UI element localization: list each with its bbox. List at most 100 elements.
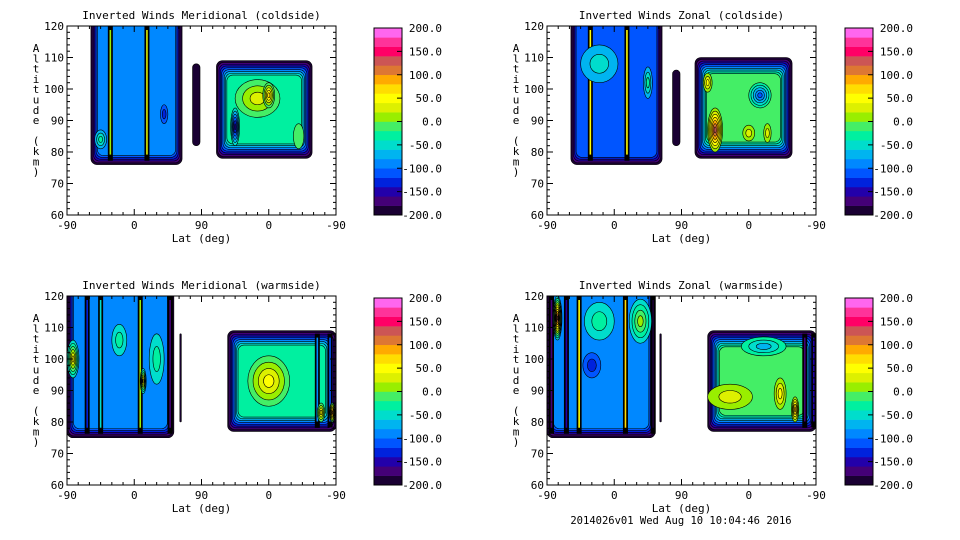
y-axis-label-char: ) (33, 436, 40, 449)
data-block (179, 333, 182, 423)
colorbar-swatch (845, 382, 873, 392)
y-tick-label: 100 (524, 83, 544, 96)
colorbar-swatch (845, 447, 873, 458)
y-tick-label: 120 (44, 290, 64, 303)
colorbar-swatch (845, 326, 873, 336)
colorbar-label: 150.0 (409, 315, 442, 328)
y-axis-label-char: k (33, 415, 40, 428)
y-axis-label-char: i (33, 73, 40, 86)
y-tick-label: 80 (531, 146, 544, 159)
x-tick-label: 0 (265, 219, 272, 232)
y-tick-label: 90 (51, 385, 64, 398)
stripe-core (803, 337, 806, 422)
x-tick-label: 0 (611, 219, 618, 232)
colorbar-swatch (845, 316, 873, 327)
colorbar-swatch (845, 391, 873, 402)
contour-blob (267, 92, 271, 99)
y-tick-label: 100 (44, 83, 64, 96)
contour-blob (319, 409, 323, 416)
colorbar-swatch (374, 56, 402, 66)
y-tick-label: 100 (44, 353, 64, 366)
contour-blob (115, 331, 124, 349)
contour-blob (589, 54, 609, 74)
colorbar-swatch (374, 382, 402, 392)
colorbar-label: 50.0 (416, 92, 443, 105)
colorbar-label: 200.0 (880, 22, 913, 35)
data-block (672, 69, 681, 146)
colorbar-swatch (374, 205, 402, 216)
colorbar-swatch (374, 28, 402, 38)
contour-blob (646, 77, 650, 89)
y-tick-label: 70 (531, 178, 544, 191)
contour-blob (755, 342, 772, 350)
colorbar-swatch (374, 186, 402, 197)
stripe-core (565, 300, 568, 428)
y-axis-label-char: t (513, 353, 520, 366)
colorbar-label: -150.0 (402, 186, 442, 199)
colorbar-swatch (374, 37, 402, 47)
panel-2: 60 70 80 90 100 110 120 -90 0 90 0 -90 Inverted Wind… (513, 9, 913, 245)
x-tick-label: -90 (57, 489, 77, 502)
y-axis-label-char: d (33, 374, 40, 387)
x-tick-label: 90 (195, 489, 208, 502)
stripe-core (329, 337, 331, 422)
x-tick-label: -90 (537, 219, 557, 232)
contour-blob (705, 79, 710, 87)
x-tick-label: 0 (745, 489, 752, 502)
colorbar-swatch (845, 372, 873, 383)
contour-blob (331, 410, 333, 415)
x-axis-label: Lat (deg) (652, 502, 712, 515)
data-block (547, 296, 656, 439)
y-tick-label: 60 (531, 209, 544, 222)
colorbar-swatch (845, 419, 873, 430)
colorbar-swatch (845, 46, 873, 57)
y-tick-label: 60 (51, 209, 64, 222)
colorbar-swatch (374, 354, 402, 364)
y-tick-label: 110 (524, 52, 544, 65)
x-tick-label: -90 (326, 489, 346, 502)
colorbar-label: 0.0 (893, 386, 913, 399)
colorbar-swatch (845, 28, 873, 38)
x-axis-label: Lat (deg) (172, 232, 232, 245)
colorbar-swatch (845, 475, 873, 486)
y-axis-label-char: ( (513, 135, 520, 148)
colorbar-swatch (845, 466, 873, 476)
plot-area (570, 26, 793, 165)
colorbar-swatch (845, 121, 873, 132)
y-axis-label-char: i (513, 73, 520, 86)
stripe-core (316, 337, 319, 422)
contour-band (179, 333, 182, 423)
contour-blob (745, 128, 753, 138)
stripe-core (146, 30, 148, 155)
colorbar-swatch (374, 46, 402, 57)
y-axis-label-char: k (513, 415, 520, 428)
colorbar-swatch (374, 410, 402, 420)
stripe-core (652, 300, 654, 428)
y-axis-label-char: m (33, 425, 40, 438)
data-block (707, 330, 816, 432)
y-tick-label: 80 (51, 146, 64, 159)
y-tick-label: 60 (531, 479, 544, 492)
colorbar-swatch (845, 102, 873, 113)
colorbar-swatch (374, 400, 402, 411)
x-tick-label: 0 (265, 489, 272, 502)
colorbar-swatch (374, 344, 402, 355)
colorbar-swatch (845, 56, 873, 66)
x-tick-label: 90 (195, 219, 208, 232)
y-axis-label-char: i (513, 343, 520, 356)
colorbar-label: 0.0 (422, 386, 442, 399)
colorbar-label: 150.0 (880, 45, 913, 58)
data-block (570, 26, 663, 165)
x-tick-label: 90 (675, 489, 688, 502)
colorbar-swatch (845, 205, 873, 216)
colorbar-swatch (374, 326, 402, 336)
y-axis-label-char: t (33, 63, 40, 76)
y-axis-label-char: e (33, 384, 40, 397)
stripe-core (139, 300, 142, 428)
colorbar-label: 100.0 (409, 339, 442, 352)
colorbar-label: 150.0 (409, 45, 442, 58)
y-axis-label-char: A (513, 42, 520, 55)
x-tick-label: 0 (131, 219, 138, 232)
y-axis-label-char: A (33, 312, 40, 325)
